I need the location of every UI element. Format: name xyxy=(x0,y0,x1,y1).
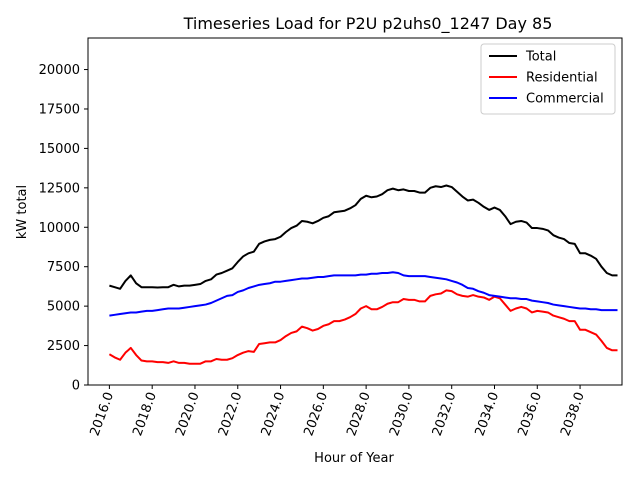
y-tick-label: 7500 xyxy=(47,260,80,275)
legend-entry-total: Total xyxy=(525,50,556,65)
chart-title: Timeseries Load for P2U p2uhs0_1247 Day … xyxy=(183,14,553,34)
y-tick-label: 10000 xyxy=(39,221,80,236)
series-line-total xyxy=(109,184,618,290)
legend: Total Residential Commercial xyxy=(480,43,616,115)
series-line-residential xyxy=(108,289,618,365)
y-tick-label: 17500 xyxy=(39,102,80,117)
plot-frame xyxy=(87,37,623,386)
y-tick-label: 12500 xyxy=(39,181,80,196)
legend-entry-commercial: Commercial xyxy=(526,92,604,107)
series-line-commercial xyxy=(109,271,618,317)
legend-entry-residential: Residential xyxy=(526,71,598,86)
legend-box xyxy=(480,43,616,115)
y-tick-label: 15000 xyxy=(39,142,80,157)
y-axis-title: kW total xyxy=(15,185,30,239)
x-axis-title: Hour of Year xyxy=(314,451,394,466)
y-tick-label: 20000 xyxy=(39,63,80,78)
y-tick-label: 5000 xyxy=(47,300,80,315)
series-lines xyxy=(108,184,618,365)
y-tick-label: 2500 xyxy=(47,339,80,354)
y-tick-label: 0 xyxy=(72,379,80,394)
